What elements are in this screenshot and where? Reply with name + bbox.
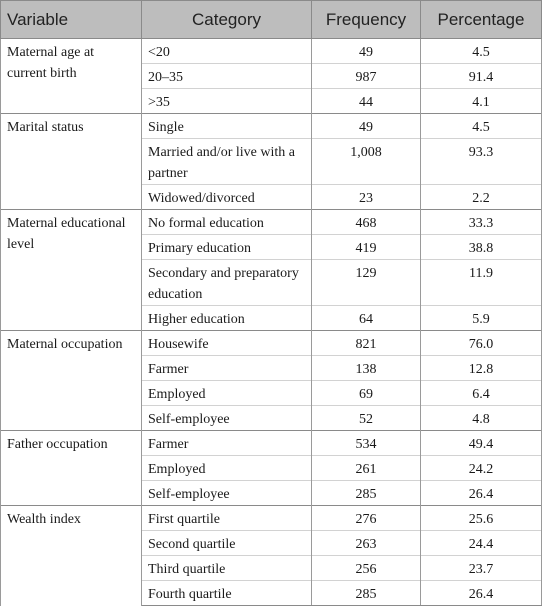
frequency-cell: 987 — [311, 63, 421, 89]
frequency-cell: 1,008 — [311, 138, 421, 185]
percentage-cell: 49.4 — [420, 430, 542, 456]
category-cell: Self-employee — [141, 480, 312, 506]
percentage-cell: 26.4 — [420, 480, 542, 506]
percentage-cell: 93.3 — [420, 138, 542, 185]
table-body: Maternal age at current birth <20 49 4.5 20–… — [0, 38, 542, 606]
frequency-cell: 285 — [311, 480, 421, 506]
frequency-cell: 285 — [311, 580, 421, 606]
table-row: Self-employee 52 4.8 — [1, 405, 542, 431]
frequency-cell: 129 — [311, 259, 421, 306]
category-cell: Self-employee — [141, 405, 312, 431]
category-cell: Fourth quartile — [141, 580, 312, 606]
category-cell: Secondary and preparatory education — [141, 259, 312, 306]
category-cell: No formal education — [141, 209, 312, 235]
table-row: Marital status Single 49 4.5 — [0, 113, 542, 210]
category-cell: Employed — [141, 380, 312, 406]
header-percentage: Percentage — [420, 0, 542, 39]
variable-cell: Father occupation — [0, 430, 142, 506]
frequency-cell: 468 — [311, 209, 421, 235]
percentage-cell: 24.4 — [420, 530, 542, 556]
percentage-cell: 12.8 — [420, 355, 542, 381]
header-row: Variable Category Frequency Percentage — [0, 0, 542, 39]
table-row: 20–35 987 91.4 — [1, 63, 542, 89]
percentage-cell: 6.4 — [420, 380, 542, 406]
frequency-cell: 49 — [311, 113, 421, 139]
table-row: Married and/or live with a partner 1,008 9… — [1, 138, 542, 185]
category-cell: First quartile — [141, 505, 312, 531]
frequency-cell: 49 — [311, 38, 421, 64]
category-cell: Widowed/divorced — [141, 184, 312, 210]
header-variable: Variable — [0, 0, 142, 39]
category-cell: Farmer — [141, 355, 312, 381]
category-cell: Employed — [141, 455, 312, 481]
frequency-cell: 256 — [311, 555, 421, 581]
percentage-cell: 91.4 — [420, 63, 542, 89]
frequency-cell: 138 — [311, 355, 421, 381]
table-row: Farmer 138 12.8 — [1, 355, 542, 381]
frequency-cell: 52 — [311, 405, 421, 431]
percentage-cell: 26.4 — [420, 580, 542, 606]
table-row: Self-employee 285 26.4 — [1, 480, 542, 506]
table-row: >35 44 4.1 — [1, 88, 542, 114]
category-cell: Primary education — [141, 234, 312, 260]
variable-cell: Wealth index — [0, 505, 142, 606]
category-cell: >35 — [141, 88, 312, 114]
frequency-cell: 263 — [311, 530, 421, 556]
frequency-cell: 64 — [311, 305, 421, 331]
percentage-cell: 4.8 — [420, 405, 542, 431]
percentage-cell: 4.1 — [420, 88, 542, 114]
frequency-cell: 23 — [311, 184, 421, 210]
table-row: Employed 261 24.2 — [1, 455, 542, 481]
table-row: Father occupation Farmer 534 49.4 — [0, 430, 542, 506]
category-cell: Higher education — [141, 305, 312, 331]
percentage-cell: 76.0 — [420, 330, 542, 356]
percentage-cell: 2.2 — [420, 184, 542, 210]
frequency-cell: 534 — [311, 430, 421, 456]
variable-cell: Maternal age at current birth — [0, 38, 142, 114]
header-category: Category — [141, 0, 312, 39]
percentage-cell: 25.6 — [420, 505, 542, 531]
frequency-cell: 69 — [311, 380, 421, 406]
frequency-cell: 44 — [311, 88, 421, 114]
table-row: Secondary and preparatory education 129 11… — [1, 259, 542, 306]
category-cell: Married and/or live with a partner — [141, 138, 312, 185]
table-row: Maternal age at current birth <20 49 4.5 — [0, 38, 542, 114]
percentage-cell: 11.9 — [420, 259, 542, 306]
percentage-cell: 23.7 — [420, 555, 542, 581]
category-cell: Farmer — [141, 430, 312, 456]
percentage-cell: 38.8 — [420, 234, 542, 260]
category-cell: Third quartile — [141, 555, 312, 581]
table-row: Maternal educational level No formal educ… — [0, 209, 542, 331]
frequency-cell: 821 — [311, 330, 421, 356]
frequency-cell: 276 — [311, 505, 421, 531]
table-row: Primary education 419 38.8 — [1, 234, 542, 260]
table-row: Employed 69 6.4 — [1, 380, 542, 406]
category-cell: 20–35 — [141, 63, 312, 89]
table-row: Wealth index First quartile 276 25.6 — [0, 505, 542, 606]
percentage-cell: 4.5 — [420, 113, 542, 139]
variable-cell: Maternal occupation — [0, 330, 142, 431]
variable-cell: Marital status — [0, 113, 142, 210]
category-cell: <20 — [141, 38, 312, 64]
table-header: Variable Category Frequency Percentage — [0, 0, 542, 39]
table-row: Widowed/divorced 23 2.2 — [1, 184, 542, 210]
variable-cell: Maternal educational level — [0, 209, 142, 331]
frequency-cell: 419 — [311, 234, 421, 260]
table-row: Maternal occupation Housewife 821 76.0 — [0, 330, 542, 431]
category-cell: Second quartile — [141, 530, 312, 556]
percentage-cell: 5.9 — [420, 305, 542, 331]
table-row: Second quartile 263 24.4 — [1, 530, 542, 556]
table-row: Higher education 64 5.9 — [1, 305, 542, 331]
header-frequency: Frequency — [311, 0, 421, 39]
category-cell: Single — [141, 113, 312, 139]
frequency-cell: 261 — [311, 455, 421, 481]
percentage-cell: 24.2 — [420, 455, 542, 481]
category-cell: Housewife — [141, 330, 312, 356]
percentage-cell: 4.5 — [420, 38, 542, 64]
percentage-cell: 33.3 — [420, 209, 542, 235]
table-row: Third quartile 256 23.7 — [1, 555, 542, 581]
